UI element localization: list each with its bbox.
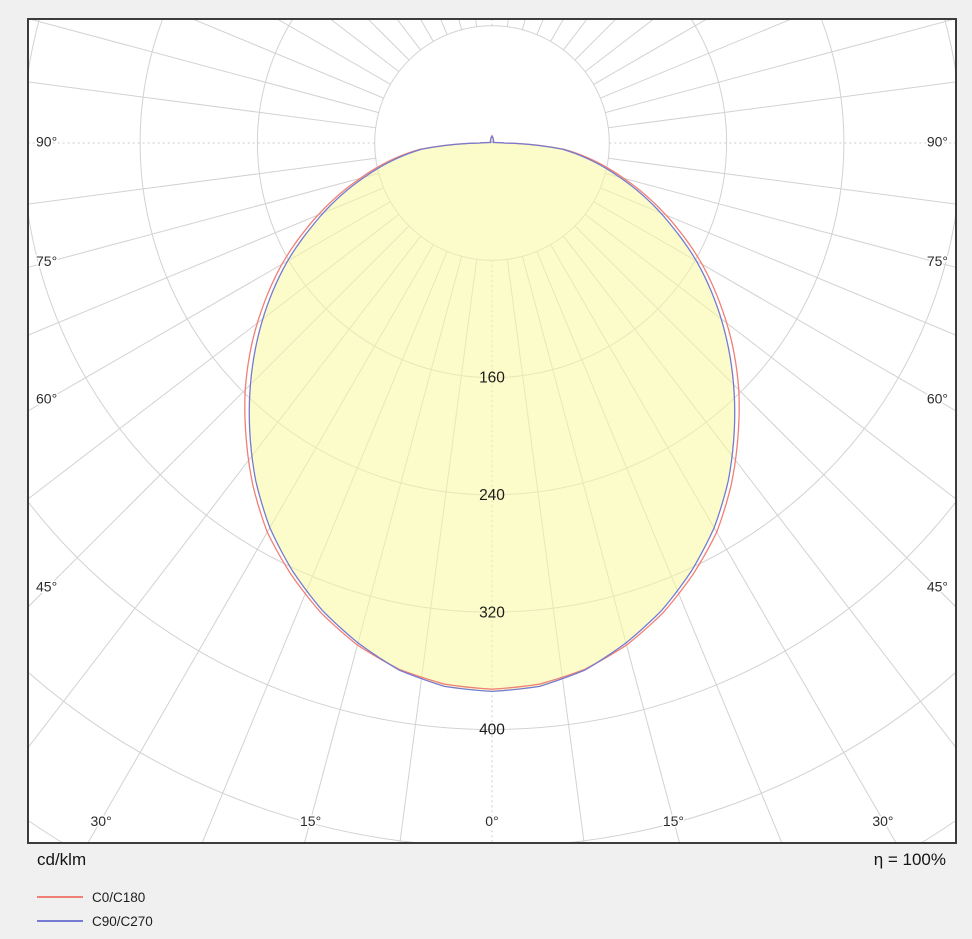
- light-distribution-fill: [249, 136, 735, 692]
- legend-label-c90-c270: C90/C270: [92, 913, 153, 929]
- angle-tick-bottom: 15°: [300, 813, 321, 829]
- units-label: cd/klm: [37, 850, 87, 869]
- legend-label-c0-c180: C0/C180: [92, 889, 146, 905]
- angle-tick-left: 45°: [36, 579, 57, 595]
- angle-tick-right: 75°: [927, 253, 948, 269]
- ring-label: 160: [479, 370, 505, 387]
- plot-border: [27, 18, 957, 844]
- ring-value-labels: 160 240 320 400: [479, 370, 505, 739]
- ring-label: 320: [479, 604, 505, 621]
- legend-item-c90-c270: C90/C270: [37, 909, 153, 933]
- angle-tick-bottom: 0°: [485, 813, 498, 829]
- ring-label: 240: [479, 487, 505, 504]
- legend: C0/C180 C90/C270: [37, 885, 153, 933]
- c90-c270-curve: [248, 135, 736, 693]
- angle-tick-left: 60°: [36, 391, 57, 407]
- legend-swatch-c0-c180-icon: [37, 896, 83, 898]
- angle-tick-bottom: 30°: [91, 813, 112, 829]
- legend-item-c0-c180: C0/C180: [37, 885, 153, 909]
- angle-tick-bottom: 30°: [872, 813, 893, 829]
- efficiency-label: η = 100%: [873, 850, 946, 869]
- angle-tick-right: 45°: [927, 579, 948, 595]
- angle-tick-right: 90°: [927, 134, 948, 150]
- angle-tick-bottom: 15°: [663, 813, 684, 829]
- angle-tick-left: 90°: [36, 134, 57, 150]
- angle-tick-right: 60°: [927, 391, 948, 407]
- legend-swatch-c90-c270-icon: [37, 920, 83, 922]
- ring-label: 400: [479, 722, 505, 739]
- angle-tick-left: 75°: [36, 253, 57, 269]
- angle-tick-labels: 90° 90° 75° 75° 60° 60° 45° 45° 30° 15° 0° 15° 30°: [35, 132, 950, 830]
